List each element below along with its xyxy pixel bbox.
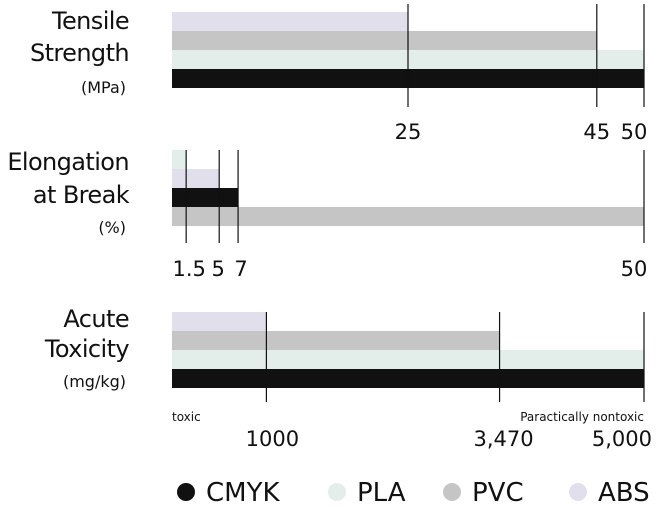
bar-cmyk-panel-2 [172, 188, 238, 207]
annotation-start: toxic [172, 410, 201, 424]
panel-label-line-2: Elongation [7, 148, 129, 176]
bar-pvc-panel-3 [172, 331, 500, 350]
bar-pla-panel-3 [172, 350, 644, 369]
tick-label-panel-2: 5 [212, 257, 225, 281]
bar-pla-panel-2 [172, 150, 186, 169]
legend-marker-cmyk [177, 483, 195, 501]
tick-label-panel-3: 5,000 [592, 427, 652, 451]
bar-abs-panel-3 [172, 312, 266, 331]
panel-label-line-1: Strength [30, 39, 129, 67]
legend-marker-pla [328, 483, 346, 501]
panel-label-line-3: Toxicity [44, 335, 129, 363]
panel-unit-2: (%) [98, 218, 126, 237]
tick-label-panel-1: 45 [583, 120, 610, 144]
tick-label-panel-2: 50 [621, 257, 648, 281]
panel-label-line-3: Acute [63, 305, 129, 333]
tick-label-panel-3: 3,470 [474, 427, 534, 451]
legend-label-abs: ABS [598, 478, 650, 508]
legend-label-cmyk: CMYK [206, 478, 280, 508]
tick-label-panel-1: 25 [395, 120, 422, 144]
bar-abs-panel-2 [172, 169, 219, 188]
legend-marker-pvc [443, 483, 461, 501]
bar-pvc-panel-2 [172, 207, 644, 226]
bar-abs-panel-1 [172, 12, 408, 31]
tick-label-panel-2: 7 [234, 257, 247, 281]
panel-label-line-1: Tensile [51, 7, 129, 35]
bar-pvc-panel-1 [172, 31, 597, 50]
tick-label-panel-1: 50 [621, 120, 648, 144]
panel-unit-3: (mg/kg) [63, 372, 126, 391]
tick-label-panel-3: 1000 [246, 427, 299, 451]
annotation-end: Paractically nontoxic [520, 410, 644, 424]
legend-marker-abs [569, 483, 587, 501]
tick-label-panel-2: 1.5 [172, 257, 205, 281]
bar-cmyk-panel-3 [172, 369, 644, 388]
panel-label-line-2: at Break [33, 181, 130, 209]
legend-label-pla: PLA [357, 478, 406, 508]
panel-unit-1: (MPa) [81, 78, 126, 97]
legend-label-pvc: PVC [472, 478, 524, 508]
